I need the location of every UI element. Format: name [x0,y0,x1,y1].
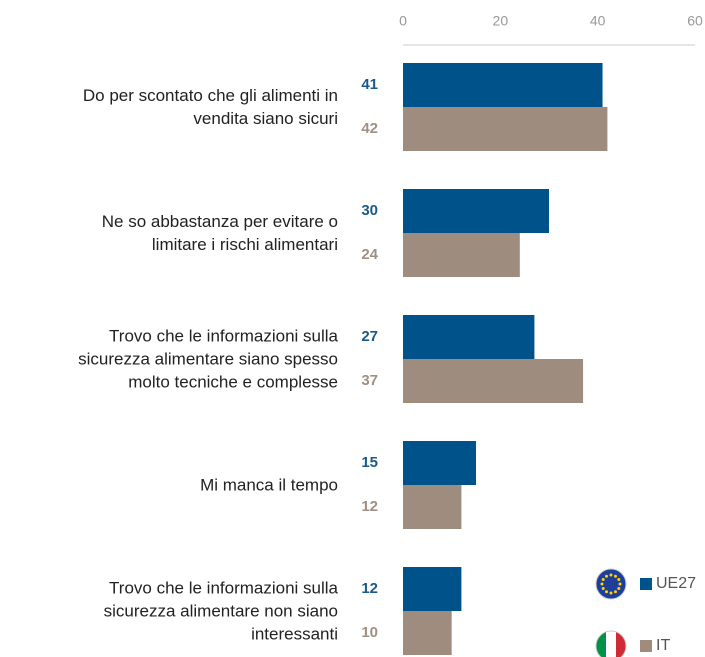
category-label: Ne so abbastanza per evitare o limitare … [101,212,338,254]
legend-swatch [640,578,652,590]
legend-label: IT [656,637,670,654]
category-label: Do per scontato che gli alimenti in vend… [82,86,338,128]
bar [403,233,520,277]
value-label: 15 [361,454,378,471]
value-label: 12 [361,580,378,597]
category-label: Trovo che le informazioni sulla sicurezz… [103,578,338,644]
value-label: 27 [361,328,378,345]
legend-swatch [640,640,652,652]
value-label: 24 [361,246,378,263]
bar [403,611,452,655]
bar [403,567,462,611]
bar [403,315,535,359]
eu-flag [595,568,627,600]
it-flag [596,631,626,657]
x-tick-label: 40 [590,13,606,29]
x-tick-label: 60 [687,13,703,29]
value-label: 30 [361,202,378,219]
value-label: 37 [361,372,378,389]
legend-label: UE27 [656,575,696,592]
bar [403,63,603,107]
value-label: 10 [361,624,378,641]
x-tick-label: 0 [399,13,407,29]
bar [403,359,584,403]
category-label: Trovo che le informazioni sulla sicurezz… [78,326,338,392]
category-label: Mi manca il tempo [200,475,338,495]
value-label: 12 [361,498,378,515]
bar [403,441,476,485]
x-tick-label: 20 [493,13,509,29]
bar [403,107,608,151]
value-label: 41 [361,76,378,93]
it-flag-border [595,630,627,657]
bar [403,189,549,233]
value-label: 42 [361,120,378,137]
bar [403,485,462,529]
